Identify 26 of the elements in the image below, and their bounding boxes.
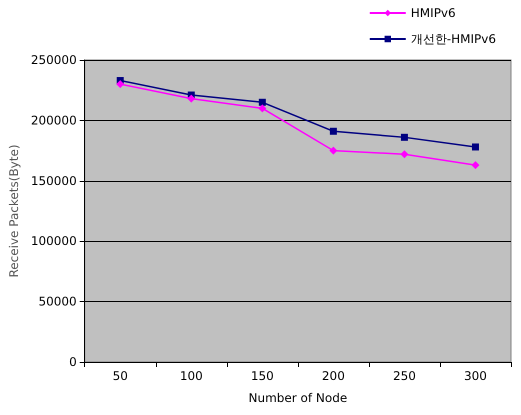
x-tick-label: 100 (180, 369, 203, 383)
y-axis-title: Receive Packets(Byte) (7, 144, 21, 278)
y-tick-label: 50000 (38, 294, 77, 309)
y-tick-label: 100000 (30, 234, 77, 248)
point (187, 94, 196, 103)
legend-label: HMIPv6 (410, 6, 456, 20)
point (116, 80, 124, 88)
y-tick-label: 250000 (30, 53, 77, 67)
point (400, 134, 408, 141)
y-tick-label: 0 (69, 355, 77, 369)
x-axis-title: Number of Node (248, 391, 348, 405)
point (472, 143, 479, 150)
x-tick-label: 300 (464, 369, 487, 383)
x-tick-label: 50 (112, 369, 128, 383)
point (258, 104, 266, 112)
x-tick-label: 250 (392, 369, 416, 383)
point (400, 150, 408, 158)
x-tick-label: 200 (322, 369, 345, 383)
point (329, 146, 338, 155)
x-tick-label: 150 (250, 369, 274, 383)
y-tick-label: 200000 (30, 113, 77, 128)
point (471, 161, 480, 170)
point (258, 98, 266, 106)
point (330, 128, 337, 135)
y-tick-label: 150000 (30, 174, 77, 188)
legend-label: 개선한-HMIPv6 (410, 32, 496, 46)
